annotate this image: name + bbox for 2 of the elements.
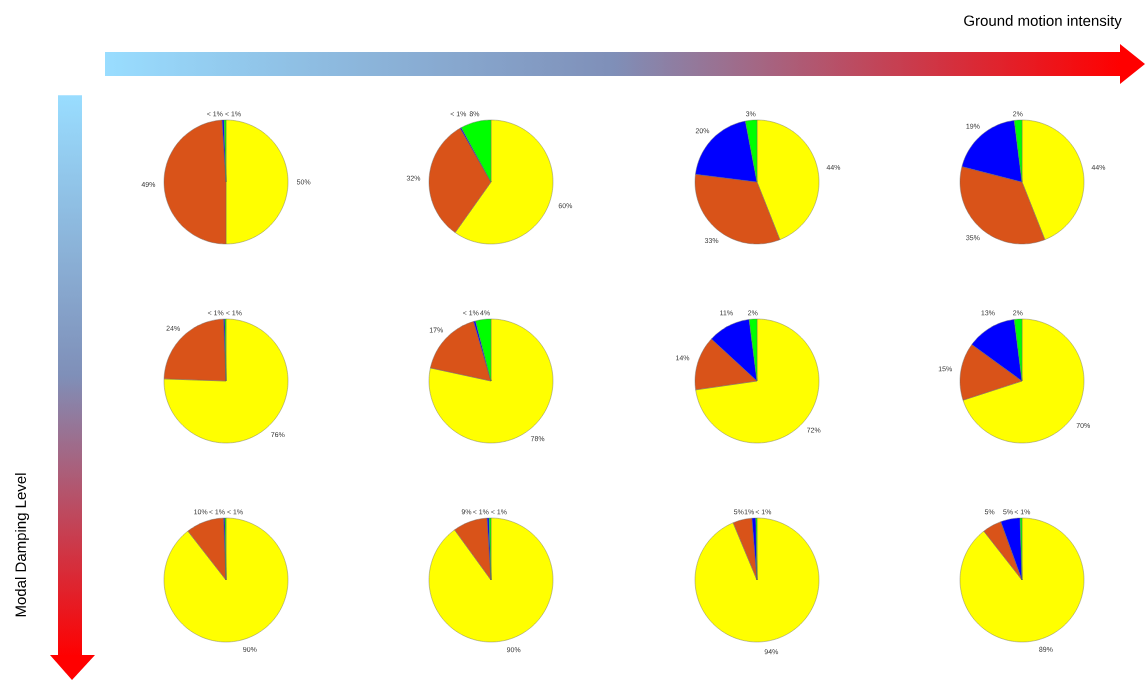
text: Modal Damping Level bbox=[15, 473, 29, 617]
text: Ground motion intensity bbox=[964, 15, 1122, 29]
